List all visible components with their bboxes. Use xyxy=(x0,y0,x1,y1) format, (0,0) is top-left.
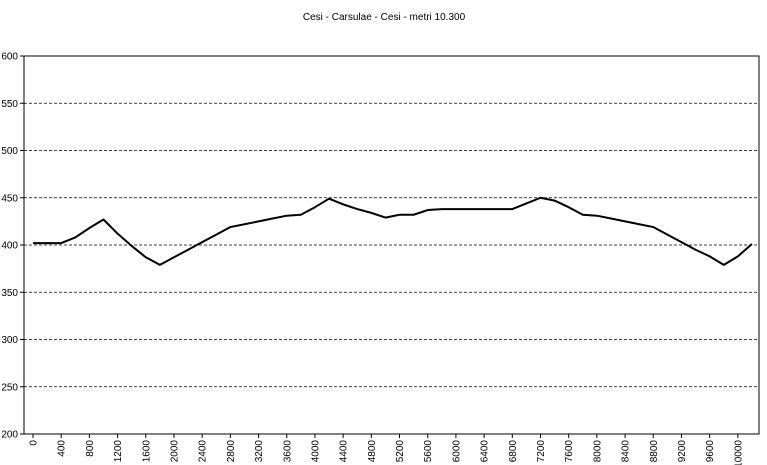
x-tick-label: 4400 xyxy=(339,440,350,463)
x-tick-label: 9600 xyxy=(705,440,716,463)
x-tick-label: 5600 xyxy=(423,440,434,463)
x-tick-label: 8400 xyxy=(621,440,632,463)
x-tick-label: 2400 xyxy=(198,440,209,463)
x-tick-label: 1600 xyxy=(141,440,152,463)
x-tick-label: 4800 xyxy=(367,440,378,463)
x-tick-label: 7200 xyxy=(536,440,547,463)
profile-line xyxy=(33,196,753,266)
plot-border xyxy=(23,55,760,435)
x-tick-label: 3600 xyxy=(282,440,293,463)
x-tick-label: 5200 xyxy=(395,440,406,463)
x-tick-label: 8800 xyxy=(649,440,660,463)
y-tick-label: 200 xyxy=(1,430,18,441)
x-tick-label: 0 xyxy=(29,440,40,446)
y-tick-label: 550 xyxy=(1,99,18,110)
y-tick-label: 600 xyxy=(1,52,18,63)
x-tick-label: 6800 xyxy=(508,440,519,463)
x-tick-label: 4000 xyxy=(310,440,321,463)
y-tick-label: 500 xyxy=(1,146,18,157)
x-tick-label: 6000 xyxy=(451,440,462,463)
x-tick-label: 8000 xyxy=(592,440,603,463)
x-tick-label: 10000 xyxy=(733,440,744,465)
x-tick-label: 6400 xyxy=(480,440,491,463)
y-tick-label: 450 xyxy=(1,193,18,204)
chart-title: Cesi - Carsulae - Cesi - metri 10.300 xyxy=(303,12,466,23)
x-tick-label: 3200 xyxy=(254,440,265,463)
y-tick-label: 300 xyxy=(1,335,18,346)
y-tick-label: 350 xyxy=(1,288,18,299)
x-tick-label: 400 xyxy=(57,440,68,457)
x-tick-label: 2000 xyxy=(169,440,180,463)
x-tick-label: 800 xyxy=(85,440,96,457)
y-tick-label: 400 xyxy=(1,241,18,252)
y-tick-label: 250 xyxy=(1,382,18,393)
x-tick-label: 1200 xyxy=(113,440,124,463)
x-tick-label: 9200 xyxy=(677,440,688,463)
x-tick-label: 7600 xyxy=(564,440,575,463)
x-tick-label: 2800 xyxy=(226,440,237,463)
